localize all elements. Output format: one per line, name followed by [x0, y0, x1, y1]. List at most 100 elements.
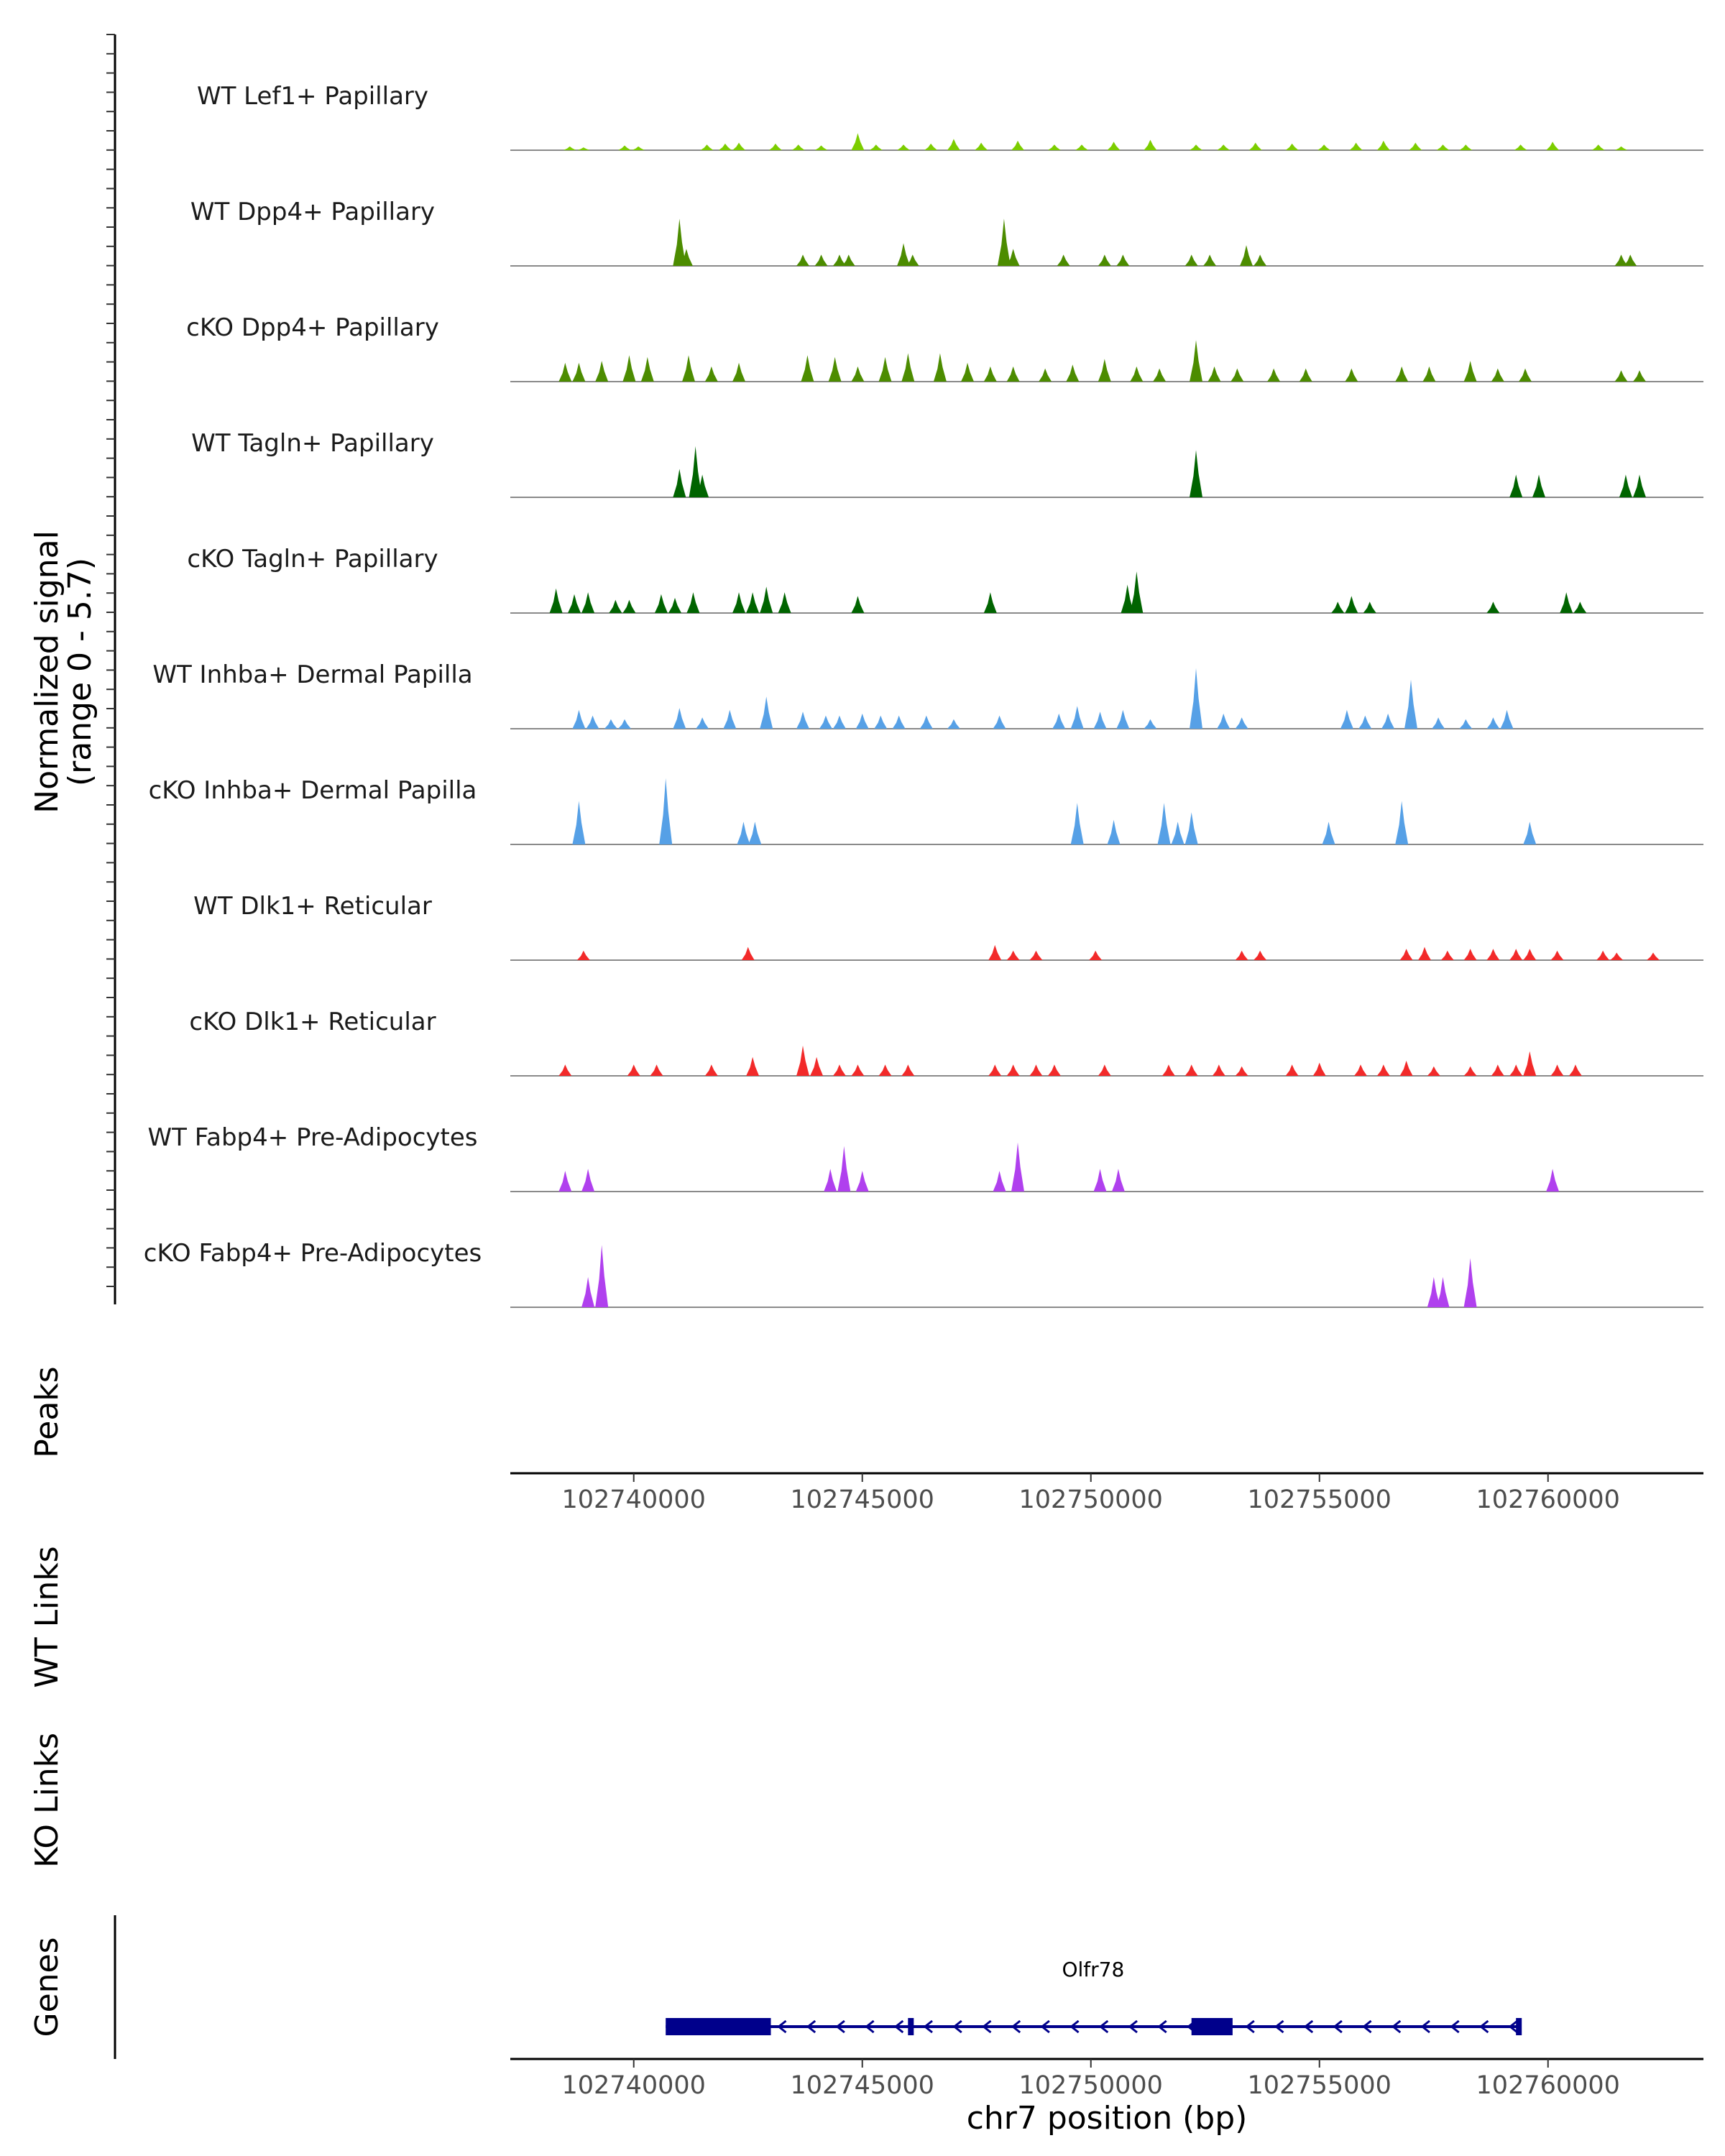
track-8: cKO Dlk1+ Reticular	[189, 1008, 1703, 1077]
coverage-peak	[1422, 366, 1436, 382]
coverage-peak	[737, 821, 750, 844]
coverage-peak	[1491, 368, 1504, 382]
coverage-peak	[549, 588, 563, 613]
coverage-peak	[961, 362, 974, 382]
strand-arrow	[1245, 2019, 1255, 2034]
strand-arrow	[1098, 2019, 1109, 2034]
coverage-peak	[609, 599, 622, 613]
coverage-peak	[746, 592, 760, 613]
coverage-peak	[901, 353, 915, 382]
coverage-peak	[1235, 717, 1248, 729]
genes-x-axis: 102740000 102745000 102750000 102755000 1027…	[562, 2059, 1620, 2100]
coverage-peak	[778, 592, 791, 613]
coverage-peak	[568, 594, 581, 613]
coverage-peak	[1006, 249, 1020, 266]
coverage-peak	[1107, 819, 1121, 844]
gene-exon	[908, 2018, 914, 2035]
coverage-peak	[1162, 1064, 1175, 1076]
coverage-peak	[1121, 584, 1134, 613]
x-tick-label: 102750000	[1019, 2071, 1163, 2100]
coverage-peak	[1254, 950, 1267, 960]
coverage-peak	[1285, 143, 1299, 150]
coverage-peak	[1011, 140, 1024, 150]
coverage-peak	[1486, 717, 1500, 729]
coverage-peak	[1459, 144, 1473, 150]
coverage-peak	[1217, 144, 1230, 150]
coverage-peak	[1546, 1169, 1560, 1192]
coverage-peak	[901, 1064, 915, 1076]
coverage-peak	[1184, 254, 1198, 266]
coverage-peak	[581, 1169, 595, 1192]
coverage-peak	[1047, 144, 1061, 150]
coverage-peak	[1550, 1064, 1564, 1076]
coverage-peak	[814, 145, 828, 150]
coverage-peak	[1111, 1169, 1125, 1192]
coverage-peak	[1116, 709, 1130, 729]
coverage-peak	[576, 147, 590, 150]
coverage-peak	[640, 356, 654, 382]
coverage-peak	[892, 715, 906, 729]
coverage-peak	[673, 469, 686, 497]
strand-arrow	[1011, 2019, 1021, 2034]
coverage-peak	[1500, 709, 1514, 729]
x-tick-label: 102740000	[562, 2071, 706, 2100]
coverage-peak	[1486, 949, 1500, 960]
coverage-peak	[1619, 474, 1632, 497]
coverage-peak	[1184, 812, 1198, 844]
coverage-peak	[1395, 366, 1409, 382]
strand-arrow	[1391, 2019, 1402, 2034]
coverage-peak	[1075, 144, 1088, 150]
coverage-peak	[1230, 368, 1244, 382]
x-axis-title: chr7 position (bp)	[967, 2100, 1248, 2137]
coverage-peak	[1404, 679, 1417, 729]
coverage-peak	[1463, 949, 1477, 960]
coverage-peak	[1144, 719, 1157, 729]
coverage-peak	[1098, 1064, 1111, 1076]
coverage-peak	[1399, 949, 1413, 960]
coverage-peak	[1052, 713, 1066, 729]
coverage-peak	[1057, 254, 1070, 266]
coverage-peak	[1171, 821, 1184, 844]
coverage-peak	[1349, 142, 1363, 150]
coverage-peak	[1011, 1142, 1024, 1192]
coverage-peak	[1340, 709, 1353, 729]
coverage-peak	[1509, 474, 1523, 497]
coverage-peak	[1509, 949, 1523, 960]
coverage-peak	[1093, 711, 1107, 729]
coverage-peak	[1107, 142, 1121, 150]
coverage-peak	[572, 801, 586, 844]
coverage-peak	[1596, 950, 1610, 960]
coverage-peak	[851, 366, 865, 382]
x-tick-label: 102760000	[1476, 2071, 1620, 2100]
coverage-peak	[1157, 803, 1171, 844]
track-label: cKO Tagln+ Papillary	[187, 545, 438, 573]
coverage-peak	[1285, 1064, 1299, 1076]
coverage-peak	[732, 362, 745, 382]
strand-arrow	[1508, 2019, 1519, 2034]
strand-arrow	[952, 2019, 962, 2034]
coverage-peak	[975, 142, 988, 150]
coverage-peak	[576, 950, 590, 960]
strand-arrow	[1478, 2019, 1489, 2034]
coverage-peak	[700, 144, 714, 150]
coverage-peak	[878, 356, 892, 382]
coverage-peak	[704, 1064, 718, 1076]
track-label: WT Dlk1+ Reticular	[193, 892, 432, 921]
wt-links-label: WT Links	[29, 1546, 65, 1687]
coverage-peak	[1440, 950, 1454, 960]
coverage-peak	[673, 218, 686, 266]
coverage-peak	[983, 592, 997, 613]
coverage-peak	[1317, 144, 1331, 150]
track-label: cKO Inhba+ Dermal Papilla	[149, 776, 477, 805]
track-label: cKO Fabp4+ Pre-Adipocytes	[144, 1239, 482, 1268]
strand-arrow	[1070, 2019, 1080, 2034]
coverage-peak	[851, 1064, 865, 1076]
coverage-peak	[618, 145, 631, 150]
coverage-peak	[732, 142, 745, 150]
coverage-peak	[581, 592, 595, 613]
coverage-peak	[1614, 370, 1628, 382]
signal-axis-label-line-1: Normalized signal	[29, 530, 65, 814]
coverage-peak	[1299, 368, 1312, 382]
coverage-peak	[1345, 596, 1358, 613]
coverage-peak	[1614, 254, 1628, 266]
